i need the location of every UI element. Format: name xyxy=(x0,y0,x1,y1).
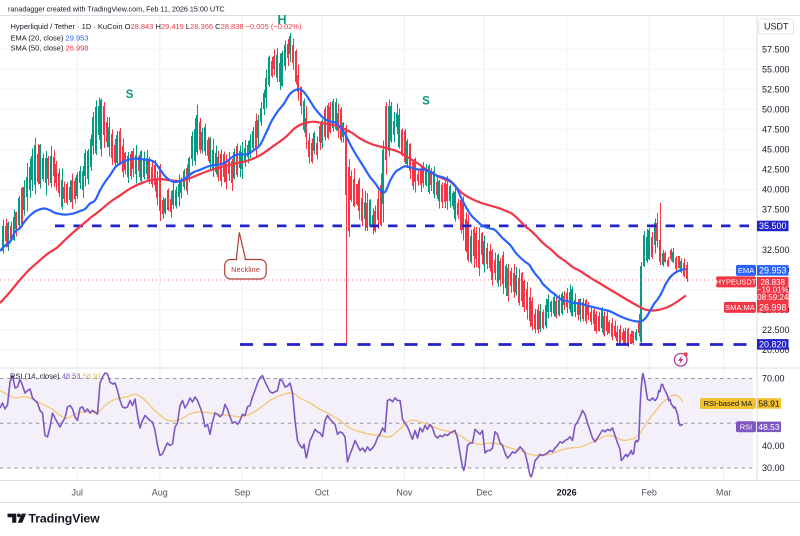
svg-text:42.500: 42.500 xyxy=(762,165,790,175)
svg-text:SMA (50, close) 26.998: SMA (50, close) 26.998 xyxy=(11,44,89,53)
svg-text:EMA (20, close) 29.953: EMA (20, close) 29.953 xyxy=(11,34,89,43)
svg-text:32.500: 32.500 xyxy=(762,245,790,255)
svg-text:29.953: 29.953 xyxy=(759,266,787,276)
svg-text:35.500: 35.500 xyxy=(759,221,787,231)
svg-text:57.500: 57.500 xyxy=(762,44,790,54)
svg-text:Dec: Dec xyxy=(476,488,493,498)
svg-text:45.000: 45.000 xyxy=(762,145,790,155)
svg-text:USDT: USDT xyxy=(764,21,789,31)
svg-text:SMA:MA: SMA:MA xyxy=(725,303,755,312)
svg-text:HYPEUSDT: HYPEUSDT xyxy=(716,278,757,287)
svg-text:28.838: 28.838 xyxy=(760,278,785,287)
svg-text:Feb: Feb xyxy=(641,488,657,498)
svg-text:20.820: 20.820 xyxy=(759,340,787,350)
svg-text:2026: 2026 xyxy=(557,488,577,498)
svg-text:50.000: 50.000 xyxy=(762,105,790,115)
svg-text:55.000: 55.000 xyxy=(762,64,790,74)
svg-text:EMA: EMA xyxy=(738,266,754,275)
svg-text:30.00: 30.00 xyxy=(762,463,785,473)
svg-text:Neckline: Neckline xyxy=(231,265,260,274)
svg-text:40.00: 40.00 xyxy=(762,441,785,451)
svg-text:08:59:24: 08:59:24 xyxy=(757,293,789,302)
svg-text:Jul: Jul xyxy=(72,488,84,498)
svg-text:RSI-based MA: RSI-based MA xyxy=(704,399,753,408)
svg-text:S: S xyxy=(422,96,430,108)
svg-text:RSI (14, close) 48.53 58.91: RSI (14, close) 48.53 58.91 xyxy=(10,372,101,381)
svg-text:TradingView: TradingView xyxy=(29,511,101,525)
svg-text:70.00: 70.00 xyxy=(762,374,785,384)
svg-text:20.000: 20.000 xyxy=(762,345,790,355)
svg-text:26.998: 26.998 xyxy=(759,303,787,313)
svg-text:Hyperliquid / Tether · 1D · Ku: Hyperliquid / Tether · 1D · KuCoin O28.8… xyxy=(11,22,302,31)
svg-text:Aug: Aug xyxy=(152,488,168,498)
svg-text:52.500: 52.500 xyxy=(762,84,790,94)
svg-text:22.500: 22.500 xyxy=(762,325,790,335)
svg-text:47.500: 47.500 xyxy=(762,125,790,135)
svg-text:58.91: 58.91 xyxy=(758,399,780,409)
svg-text:H: H xyxy=(277,13,286,27)
svg-text:S: S xyxy=(126,89,134,101)
svg-text:−19.01%: −19.01% xyxy=(757,286,789,295)
svg-text:Oct: Oct xyxy=(315,488,330,498)
svg-text:37.500: 37.500 xyxy=(762,205,790,215)
svg-text:ranadagger created with Tradin: ranadagger created with TradingView.com,… xyxy=(8,5,225,14)
svg-text:40.000: 40.000 xyxy=(762,185,790,195)
svg-text:Nov: Nov xyxy=(396,488,413,498)
svg-text:48.53: 48.53 xyxy=(758,422,780,432)
svg-text:Sep: Sep xyxy=(234,488,250,498)
svg-text:RSI: RSI xyxy=(740,423,753,432)
svg-text:Mar: Mar xyxy=(716,488,732,498)
